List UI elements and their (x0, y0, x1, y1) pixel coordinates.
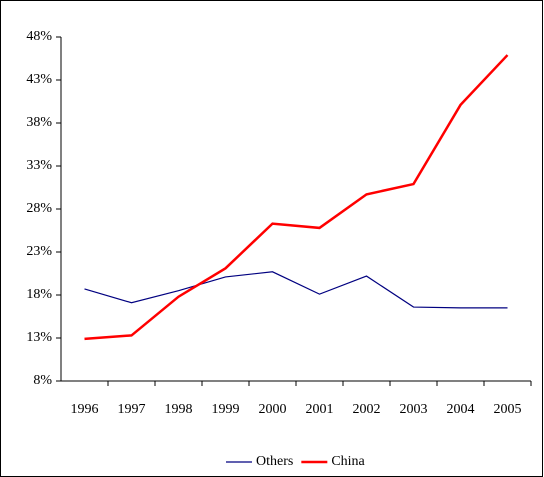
legend-label: China (331, 454, 365, 469)
y-tick-label: 48% (26, 29, 52, 44)
x-tick-label: 2005 (494, 402, 522, 417)
x-tick-label: 2002 (353, 402, 381, 417)
y-tick-label: 33% (26, 158, 52, 173)
x-tick-label: 2003 (400, 402, 428, 417)
legend-label: Others (256, 454, 293, 469)
y-tick-label: 13% (26, 330, 52, 345)
y-tick-label: 28% (26, 201, 52, 216)
x-tick-label: 1998 (165, 402, 193, 417)
series-line (84, 54, 509, 341)
series-line (84, 271, 508, 309)
y-tick-label: 38% (26, 115, 52, 130)
x-tick-label: 2000 (259, 402, 287, 417)
y-tick-label: 43% (26, 72, 52, 87)
y-tick-label: 23% (26, 244, 52, 259)
x-tick-label: 2001 (306, 402, 334, 417)
x-tick-label: 1997 (118, 402, 146, 417)
x-tick-label: 1999 (212, 402, 240, 417)
x-tick-label: 1996 (71, 402, 99, 417)
x-tick-label: 2004 (447, 402, 475, 417)
y-tick-label: 8% (33, 373, 52, 388)
y-tick-label: 18% (26, 287, 52, 302)
